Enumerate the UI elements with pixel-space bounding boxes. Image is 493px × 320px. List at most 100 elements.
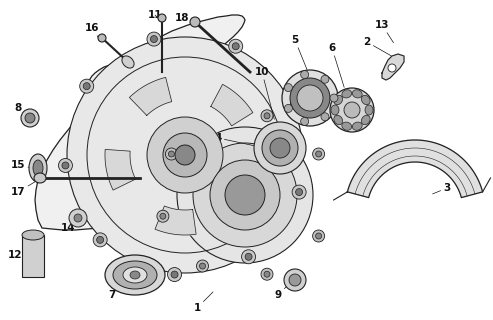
Text: 18: 18 bbox=[175, 13, 193, 23]
Ellipse shape bbox=[175, 145, 195, 165]
Ellipse shape bbox=[160, 213, 166, 219]
Ellipse shape bbox=[163, 133, 207, 177]
Ellipse shape bbox=[225, 175, 265, 215]
Text: 13: 13 bbox=[375, 20, 393, 43]
Ellipse shape bbox=[342, 90, 352, 98]
Ellipse shape bbox=[229, 39, 243, 53]
Ellipse shape bbox=[261, 268, 273, 280]
Ellipse shape bbox=[150, 36, 157, 43]
Text: 1: 1 bbox=[193, 292, 213, 313]
Ellipse shape bbox=[388, 64, 396, 72]
Ellipse shape bbox=[292, 185, 306, 199]
Ellipse shape bbox=[316, 151, 321, 157]
Ellipse shape bbox=[147, 117, 223, 193]
Text: 9: 9 bbox=[275, 284, 289, 300]
Ellipse shape bbox=[284, 104, 292, 112]
Text: 7: 7 bbox=[108, 277, 123, 300]
Ellipse shape bbox=[171, 271, 178, 278]
Ellipse shape bbox=[301, 71, 309, 79]
Ellipse shape bbox=[165, 148, 177, 160]
Ellipse shape bbox=[197, 260, 209, 272]
Polygon shape bbox=[211, 84, 253, 126]
Ellipse shape bbox=[289, 274, 301, 286]
Ellipse shape bbox=[321, 113, 329, 121]
Ellipse shape bbox=[200, 263, 206, 269]
Ellipse shape bbox=[321, 75, 329, 83]
Ellipse shape bbox=[297, 85, 323, 111]
Ellipse shape bbox=[74, 214, 82, 222]
Text: 5: 5 bbox=[291, 35, 307, 69]
Ellipse shape bbox=[69, 209, 87, 227]
Ellipse shape bbox=[342, 122, 352, 130]
Text: 10: 10 bbox=[255, 67, 274, 119]
Text: 15: 15 bbox=[11, 160, 29, 170]
Ellipse shape bbox=[158, 14, 166, 22]
Ellipse shape bbox=[352, 90, 362, 98]
Ellipse shape bbox=[97, 236, 104, 243]
Text: 3: 3 bbox=[432, 183, 451, 194]
Ellipse shape bbox=[331, 105, 339, 115]
Ellipse shape bbox=[361, 95, 370, 105]
Ellipse shape bbox=[334, 115, 343, 125]
Ellipse shape bbox=[262, 130, 298, 166]
Ellipse shape bbox=[113, 261, 157, 289]
Ellipse shape bbox=[361, 115, 370, 125]
Bar bbox=[22, 235, 44, 277]
Ellipse shape bbox=[147, 32, 161, 46]
Ellipse shape bbox=[93, 233, 107, 247]
Ellipse shape bbox=[98, 34, 106, 42]
Ellipse shape bbox=[232, 43, 239, 50]
Ellipse shape bbox=[29, 154, 47, 182]
Ellipse shape bbox=[254, 122, 306, 174]
Ellipse shape bbox=[59, 158, 72, 172]
Ellipse shape bbox=[313, 230, 324, 242]
Text: 17: 17 bbox=[11, 181, 35, 197]
Ellipse shape bbox=[130, 271, 140, 279]
Ellipse shape bbox=[264, 271, 270, 277]
Ellipse shape bbox=[290, 101, 297, 108]
Text: 14: 14 bbox=[61, 220, 76, 233]
Ellipse shape bbox=[330, 88, 374, 132]
Text: 12: 12 bbox=[8, 250, 25, 260]
Ellipse shape bbox=[105, 255, 165, 295]
Text: 4: 4 bbox=[214, 133, 262, 148]
Ellipse shape bbox=[169, 151, 175, 157]
Polygon shape bbox=[155, 206, 196, 235]
Text: 8: 8 bbox=[14, 103, 26, 116]
Ellipse shape bbox=[261, 110, 273, 122]
Ellipse shape bbox=[33, 160, 43, 176]
Polygon shape bbox=[105, 149, 136, 190]
Ellipse shape bbox=[34, 173, 46, 183]
Ellipse shape bbox=[284, 269, 306, 291]
Ellipse shape bbox=[290, 78, 330, 118]
Ellipse shape bbox=[330, 94, 338, 102]
Polygon shape bbox=[348, 140, 483, 197]
Ellipse shape bbox=[168, 268, 181, 282]
Ellipse shape bbox=[83, 83, 90, 90]
Ellipse shape bbox=[264, 113, 270, 119]
Polygon shape bbox=[130, 77, 172, 116]
Text: 16: 16 bbox=[85, 23, 99, 38]
Ellipse shape bbox=[62, 162, 69, 169]
Ellipse shape bbox=[296, 188, 303, 196]
Ellipse shape bbox=[210, 160, 280, 230]
Text: 11: 11 bbox=[148, 10, 162, 20]
Ellipse shape bbox=[313, 148, 324, 160]
Ellipse shape bbox=[301, 117, 309, 125]
Ellipse shape bbox=[67, 37, 303, 273]
Ellipse shape bbox=[21, 109, 39, 127]
Ellipse shape bbox=[122, 56, 134, 68]
Ellipse shape bbox=[80, 79, 94, 93]
Ellipse shape bbox=[365, 105, 373, 115]
Ellipse shape bbox=[242, 250, 255, 264]
Ellipse shape bbox=[22, 230, 44, 240]
Ellipse shape bbox=[245, 253, 252, 260]
Ellipse shape bbox=[190, 17, 200, 27]
Ellipse shape bbox=[123, 267, 147, 283]
Ellipse shape bbox=[25, 113, 35, 123]
Ellipse shape bbox=[334, 95, 343, 105]
Ellipse shape bbox=[316, 233, 321, 239]
Ellipse shape bbox=[352, 122, 362, 130]
Ellipse shape bbox=[270, 138, 290, 158]
Ellipse shape bbox=[193, 143, 297, 247]
